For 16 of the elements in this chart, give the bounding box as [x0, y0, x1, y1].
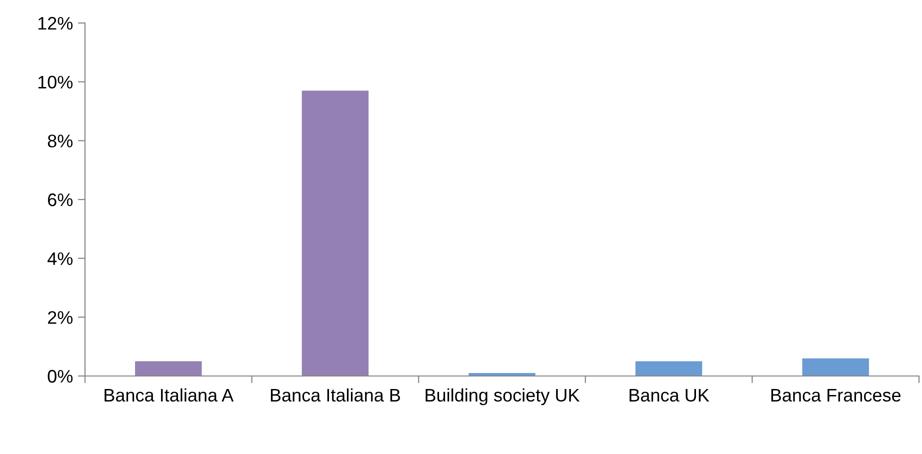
bar [302, 90, 369, 376]
bar [635, 361, 702, 376]
x-tick-label: Building society UK [426, 388, 580, 406]
x-tick-label: Banca UK [630, 389, 710, 402]
x-tick-label: Banca Italiana A [104, 388, 234, 402]
y-tick-label: 8% [48, 134, 73, 148]
y-tick-label: 2% [48, 311, 73, 324]
x-tick-label: Banca Francese [771, 389, 901, 402]
bar [135, 361, 202, 376]
y-tick-label: 10% [38, 76, 73, 89]
y-tick-label: 0% [48, 370, 73, 383]
x-tick-label: Banca Italiana B [270, 388, 400, 402]
y-tick-label: 12% [38, 16, 73, 30]
bar [802, 358, 869, 376]
y-tick-label: 6% [48, 193, 73, 206]
y-tick-label: 4% [48, 252, 73, 265]
